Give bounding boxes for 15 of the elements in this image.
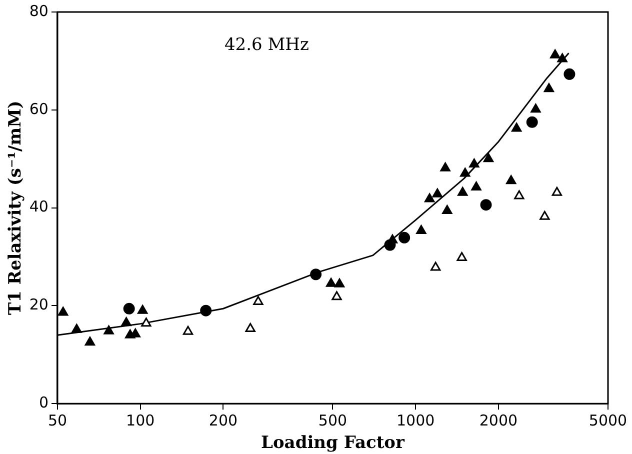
annotation: 42.6 MHz: [224, 35, 309, 55]
y-axis-title: T1 Relaxivity (s⁻¹/mM): [6, 100, 26, 316]
y-tick-label: 40: [29, 198, 48, 216]
y-tick-label: 0: [38, 393, 48, 412]
x-tick-label: 100: [126, 411, 155, 430]
x-tick-label: 500: [318, 411, 348, 430]
x-tick-label: 200: [208, 411, 238, 430]
y-tick-label: 80: [29, 2, 48, 20]
x-tick-label: 50: [48, 411, 68, 430]
x-tick-label: 5000: [588, 411, 628, 430]
x-tick-label: 2000: [479, 411, 518, 430]
y-tick-label: 20: [29, 296, 48, 314]
x-tick-label: 1000: [396, 411, 435, 430]
y-tick-label: 60: [29, 100, 48, 118]
x-axis-title: Loading Factor: [261, 433, 406, 454]
